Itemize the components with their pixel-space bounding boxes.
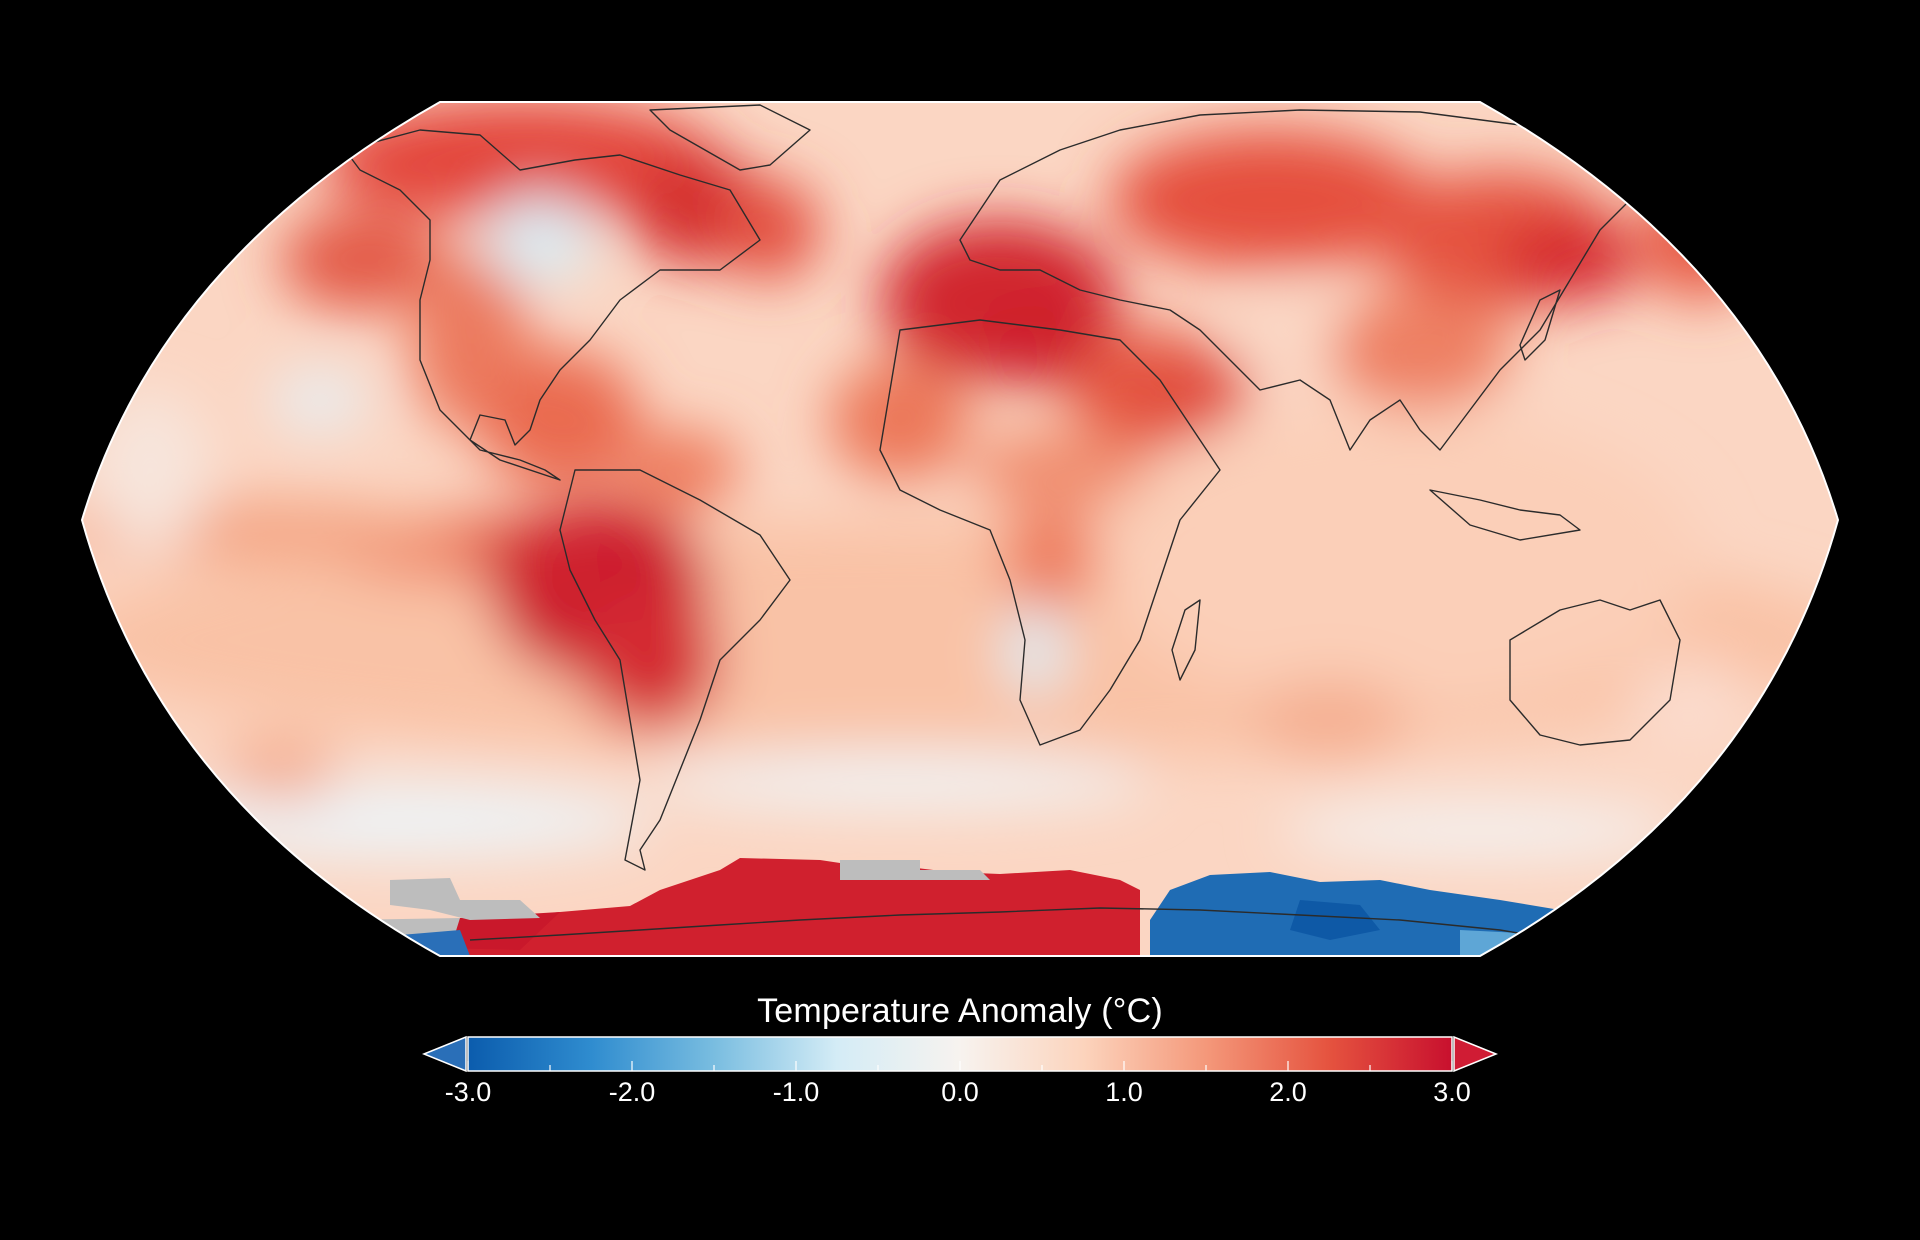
colorbar-tick-label: -1.0 [772,1077,820,1107]
coastline-africa [879,319,1221,746]
colorbar-tick-label: 3.0 [1433,1077,1471,1107]
colorbar [422,1035,1498,1073]
coastline-antarctica [469,907,1601,946]
coastline-indonesia [1429,489,1581,541]
colorbar-tick-label: -3.0 [444,1077,492,1107]
coastline-eurasia [959,109,1641,451]
coastlines [344,104,1741,946]
coastline-madagascar [1171,599,1201,681]
colorbar-tick-label: 2.0 [1269,1077,1307,1107]
colorbar-tick-label: 1.0 [1105,1077,1143,1107]
anomaly-field [82,102,1838,956]
colorbar-ticks [467,1061,1453,1071]
colorbar-high-extension [1453,1035,1498,1073]
colorbar-low-extension [422,1035,467,1073]
coastline-japan [1519,289,1561,361]
anomaly-blobs [82,102,1838,860]
globe-outline [80,101,1840,957]
colorbar-tick-label: -2.0 [608,1077,656,1107]
coastline-greenland [649,104,811,171]
colorbar-tick-label: 0.0 [941,1077,979,1107]
coastline-north-america [344,129,761,481]
coastline-australia [1509,599,1681,746]
coastline-south-america [559,469,791,871]
colorbar-title: Temperature Anomaly (°C) [757,992,1163,1030]
